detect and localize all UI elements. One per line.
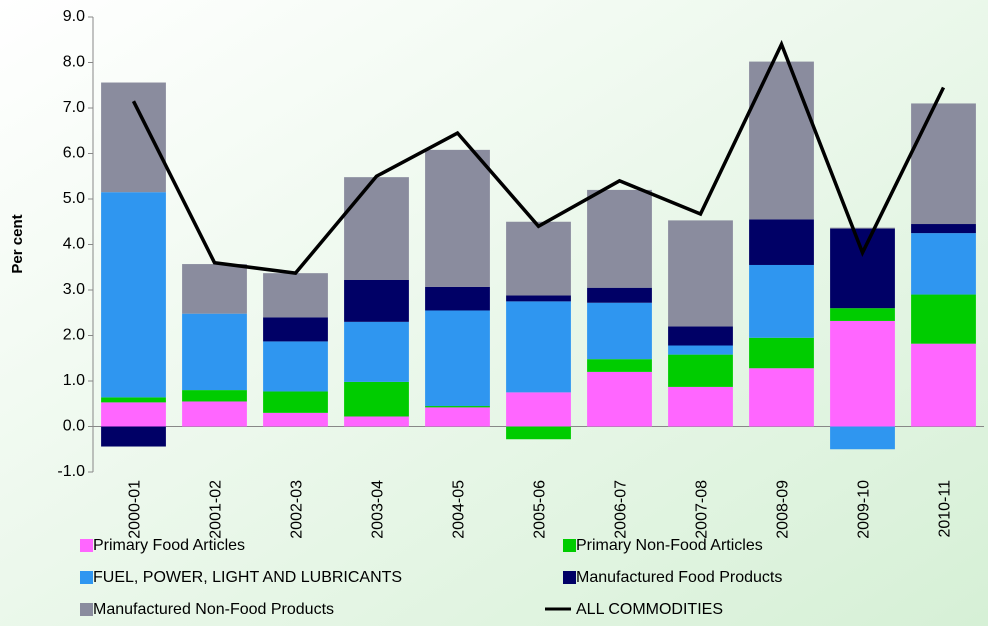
bar-segment <box>506 295 571 302</box>
bar-segment <box>830 227 895 229</box>
bar-segment <box>425 286 490 311</box>
y-tick-label: 1.0 <box>63 372 85 389</box>
bar-segment <box>911 343 976 427</box>
bar-segment <box>911 103 976 225</box>
bar-segment <box>587 371 652 427</box>
bar-segment <box>263 391 328 413</box>
y-tick-label: 6.0 <box>63 145 85 162</box>
bar-segment <box>263 273 328 318</box>
y-tick-label: 3.0 <box>63 281 85 298</box>
bar-segment <box>263 341 328 392</box>
y-tick-label: 8.0 <box>63 54 85 71</box>
bar-segment <box>668 326 733 346</box>
x-tick-label: 2007-08 <box>694 480 711 539</box>
bar-segment <box>911 224 976 234</box>
x-tick-label: 2008-09 <box>775 480 792 539</box>
legend-marker <box>563 539 576 552</box>
bar-segment <box>668 220 733 327</box>
x-tick-label: 2004-05 <box>451 480 468 539</box>
legend-label: Manufactured Non-Food Products <box>93 601 334 618</box>
bar-segment <box>344 177 409 280</box>
bar-segment <box>425 407 490 427</box>
legend-marker <box>563 571 576 584</box>
bar-segment <box>101 426 166 447</box>
legend-marker <box>80 571 93 584</box>
legend-label: Primary Non-Food Articles <box>576 537 763 554</box>
bar-segment <box>830 228 895 309</box>
y-tick-label: 5.0 <box>63 190 85 207</box>
y-tick-label: -1.0 <box>57 463 85 480</box>
bar-segment <box>749 219 814 265</box>
bar-segment <box>749 337 814 369</box>
bar-segment <box>749 368 814 427</box>
legend-label: Primary Food Articles <box>93 537 245 554</box>
bar-segment <box>344 381 409 417</box>
bar-segment <box>668 345 733 355</box>
bar-segment <box>182 401 247 427</box>
bar-segment <box>749 264 814 338</box>
legend-label: Manufactured Food Products <box>576 569 782 586</box>
y-axis-label: Per cent <box>9 214 26 273</box>
bar-segment <box>182 313 247 391</box>
x-tick-label: 2000-01 <box>127 480 144 539</box>
bar-segment <box>344 416 409 427</box>
bar-segment <box>911 294 976 344</box>
bar-segment <box>668 354 733 387</box>
x-tick-label: 2001-02 <box>208 480 225 539</box>
y-tick-label: 0.0 <box>63 418 85 435</box>
bar-segment <box>425 310 490 407</box>
bar-segment <box>587 189 652 288</box>
x-tick-label: 2006-07 <box>613 480 630 539</box>
bar-segment <box>830 426 895 450</box>
bar-segment <box>344 279 409 322</box>
bar-segment <box>506 392 571 427</box>
y-tick-label: 4.0 <box>63 236 85 253</box>
bar-segment <box>587 302 652 360</box>
bar-segment <box>263 412 328 427</box>
x-tick-label: 2005-06 <box>532 480 549 539</box>
x-tick-label: 2002-03 <box>289 480 306 539</box>
bar-segment <box>101 82 166 193</box>
bar-segment <box>425 149 490 287</box>
bar-segment <box>830 308 895 321</box>
bar-segment <box>749 61 814 220</box>
bar-segment <box>587 359 652 372</box>
bar-segment <box>101 192 166 398</box>
bar-segment <box>182 264 247 314</box>
bar-segment <box>101 397 166 403</box>
bar-segment <box>506 221 571 296</box>
line-series <box>131 39 946 276</box>
legend-label: ALL COMMODITIES <box>576 601 723 618</box>
legend-marker <box>80 603 93 616</box>
bar-segment <box>506 301 571 393</box>
bar-segment <box>263 317 328 342</box>
bar-segment <box>425 406 490 408</box>
x-tick-label: 2003-04 <box>370 480 387 539</box>
y-tick-label: 9.0 <box>63 8 85 25</box>
legend-label: FUEL, POWER, LIGHT AND LUBRICANTS <box>93 569 402 586</box>
bar-segment <box>182 390 247 402</box>
x-tick-label: 2009-10 <box>856 480 873 539</box>
bar-segment <box>344 321 409 382</box>
y-tick-label: 2.0 <box>63 327 85 344</box>
bar-segment <box>506 426 571 440</box>
bar-segment <box>911 233 976 295</box>
bar-segment <box>587 287 652 303</box>
legend-marker <box>80 539 93 552</box>
x-tick-label: 2010-11 <box>937 480 954 538</box>
bar-segment <box>668 386 733 427</box>
y-tick-label: 7.0 <box>63 99 85 116</box>
bar-segment <box>101 402 166 427</box>
bar-segment <box>830 320 895 427</box>
